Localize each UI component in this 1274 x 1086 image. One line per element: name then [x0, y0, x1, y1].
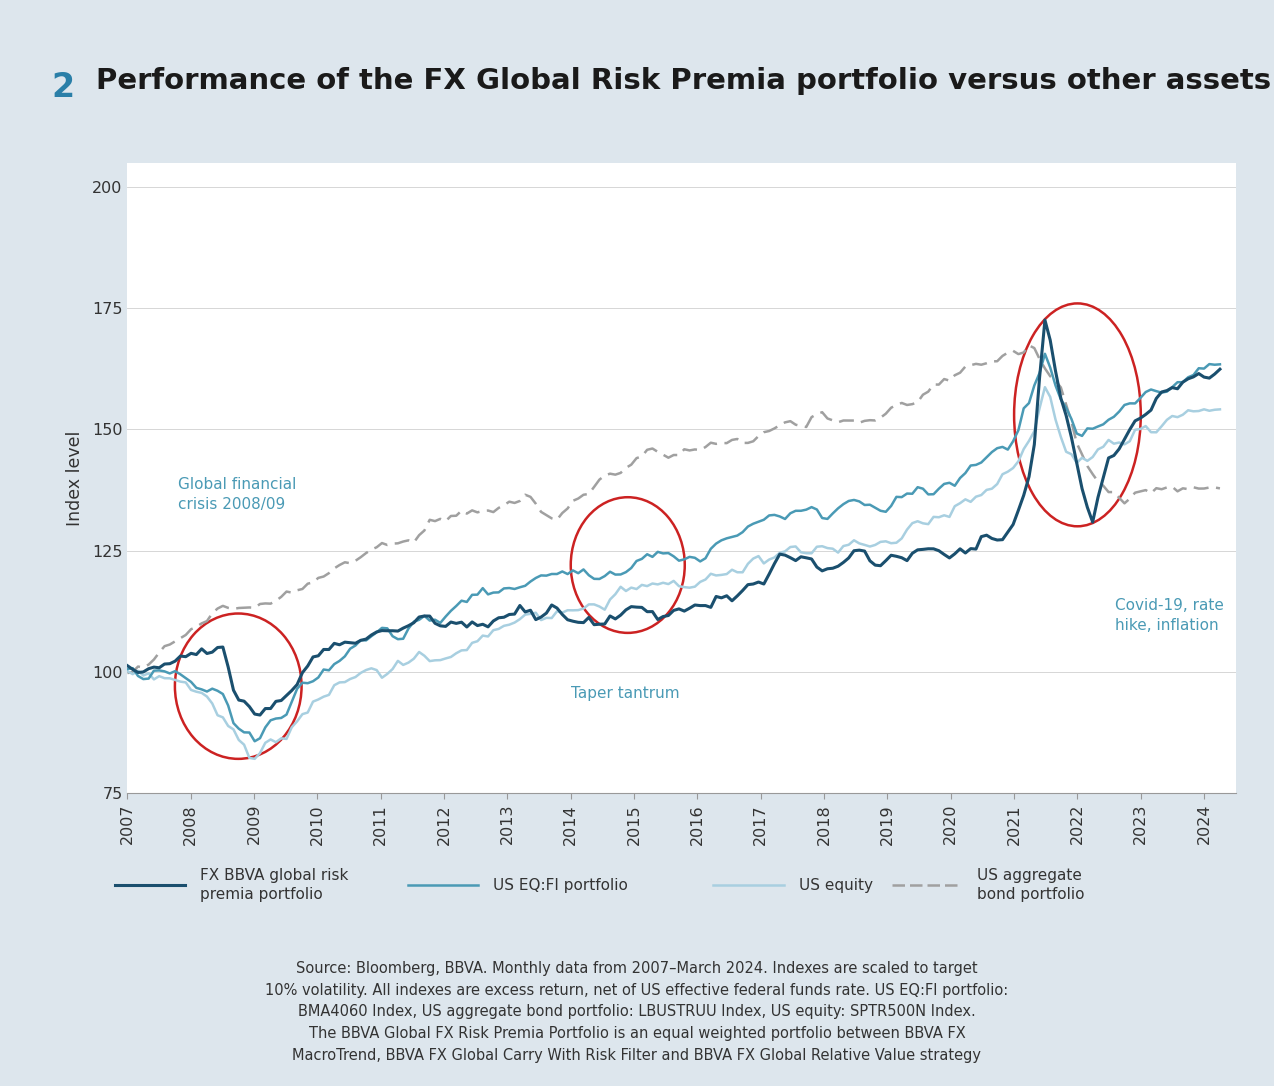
Text: US aggregate
bond portfolio: US aggregate bond portfolio	[977, 868, 1084, 902]
Y-axis label: Index level: Index level	[66, 430, 84, 526]
Text: Source: Bloomberg, BBVA. Monthly data from 2007–March 2024. Indexes are scaled t: Source: Bloomberg, BBVA. Monthly data fr…	[265, 961, 1009, 1062]
Text: US equity: US equity	[799, 877, 873, 893]
Text: US EQ:FI portfolio: US EQ:FI portfolio	[493, 877, 628, 893]
Text: Global financial
crisis 2008/09: Global financial crisis 2008/09	[178, 477, 297, 512]
Text: Taper tantrum: Taper tantrum	[571, 686, 679, 702]
Text: FX BBVA global risk
premia portfolio: FX BBVA global risk premia portfolio	[200, 868, 348, 902]
Text: 2: 2	[51, 71, 74, 103]
Text: Covid-19, rate
hike, inflation: Covid-19, rate hike, inflation	[1116, 598, 1224, 633]
Text: Performance of the FX Global Risk Premia portfolio versus other assets: Performance of the FX Global Risk Premia…	[96, 67, 1270, 96]
